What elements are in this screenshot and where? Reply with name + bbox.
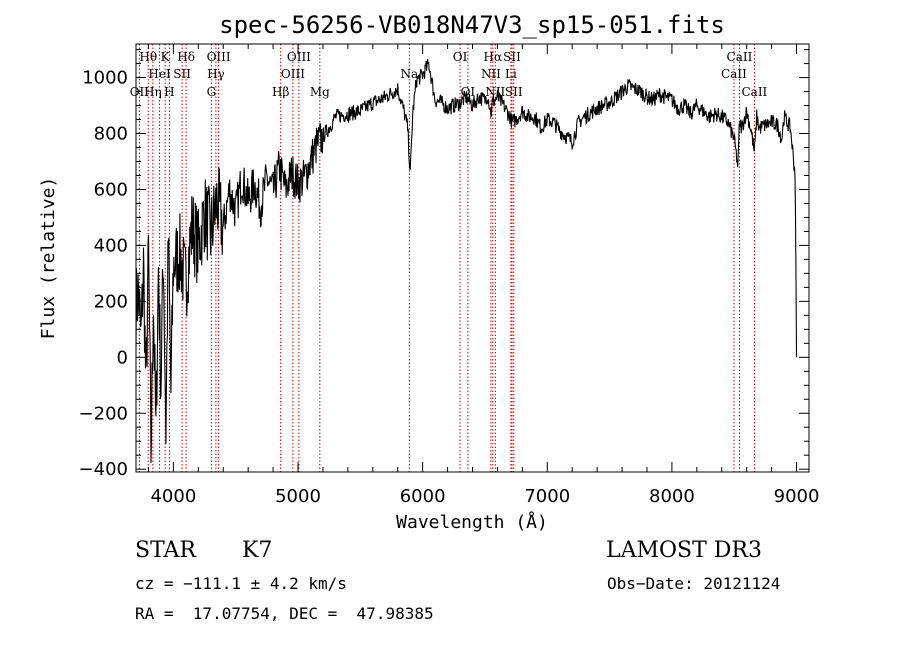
line-label-13: OIII: [287, 50, 311, 64]
y-tick-label: 1000: [82, 68, 128, 89]
line-label-5: H: [164, 85, 174, 99]
line-label-15: Na: [400, 67, 418, 81]
x-tick-label: 5000: [275, 486, 321, 507]
line-label-18: NII: [481, 67, 501, 81]
sky-coordinates: RA = 17.07754, DEC = 47.98385: [135, 604, 434, 623]
line-label-9: Hγ: [207, 67, 225, 81]
x-tick-label: 4000: [150, 486, 196, 507]
y-tick-label: −400: [79, 459, 128, 480]
y-tick-label: −200: [79, 403, 128, 424]
line-label-7: Hδ: [177, 50, 195, 64]
object-subclass: K7: [242, 538, 273, 563]
line-label-14: Mg: [310, 85, 330, 99]
plot-frame: [135, 43, 810, 473]
object-class: STAR: [135, 538, 196, 563]
y-tick-label: 0: [117, 347, 128, 368]
line-label-0: Hθ: [139, 50, 157, 64]
line-label-11: Hβ: [272, 85, 289, 99]
line-label-24: CaII: [721, 67, 747, 81]
spectral-line-markers: [138, 44, 755, 472]
line-label-25: CaII: [727, 50, 753, 64]
line-label-19: Hα: [484, 50, 503, 64]
y-tick-label: 400: [94, 235, 128, 256]
observation-date: Obs−Date: 20121124: [607, 574, 781, 593]
survey-name: LAMOST DR3: [606, 538, 762, 563]
line-label-22: SII: [503, 50, 521, 64]
x-tick-label: 7000: [524, 486, 570, 507]
y-tick-label: 200: [94, 291, 128, 312]
line-label-2: Hη: [144, 85, 162, 99]
y-tick-label: 600: [94, 179, 128, 200]
y-axis-label: Flux (relative): [38, 177, 59, 340]
line-label-16: OI: [453, 50, 468, 64]
line-label-12: OIII: [281, 67, 305, 81]
axis-ticks: [136, 44, 809, 472]
y-tick-label: 800: [94, 124, 128, 145]
line-label-26: CaII: [741, 85, 767, 99]
line-label-8: G: [207, 85, 217, 99]
line-label-23: SII: [505, 85, 523, 99]
spectral-line-labels: HθOIIHηHeIKHSIIHδGHγOIIIHβOIIIOIIIMgNaOI…: [130, 50, 768, 99]
line-label-21: Li: [505, 67, 517, 81]
line-label-10: OIII: [207, 50, 231, 64]
x-axis-label: Wavelength (Å): [396, 511, 548, 533]
line-label-4: K: [161, 50, 171, 64]
x-tick-label: 9000: [774, 486, 820, 507]
redshift-velocity: cz = −111.1 ± 4.2 km/s: [135, 574, 347, 593]
line-label-3: HeI: [148, 67, 171, 81]
x-tick-label: 8000: [649, 486, 695, 507]
spectrum-series-line: [135, 58, 798, 464]
axis-tick-labels: 4000 5000 6000 7000 8000 9000 −400 −200 0 200 400 6…: [79, 68, 820, 507]
line-label-20: NII: [485, 85, 505, 99]
chart-title: spec-56256-VB018N47V3_sp15-051.fits: [219, 11, 725, 39]
line-label-6: SII: [173, 67, 191, 81]
x-tick-label: 6000: [400, 486, 446, 507]
